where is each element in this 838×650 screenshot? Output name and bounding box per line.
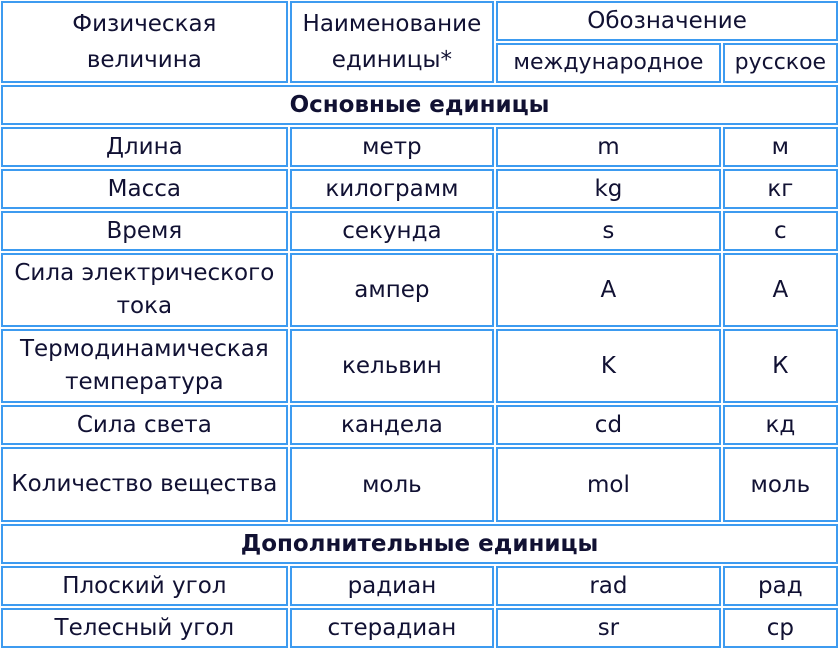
quantity-cell: Длина	[1, 127, 288, 167]
russian-symbol-cell: ср	[722, 608, 838, 648]
table-row: Количество вещества моль mol моль	[1, 447, 838, 522]
international-symbol-cell: K	[496, 329, 721, 403]
header-quantity: Физическая величина	[1, 1, 288, 83]
quantity-cell: Время	[1, 211, 288, 251]
russian-symbol-cell: К	[722, 329, 838, 403]
quantity-cell: Телесный угол	[1, 608, 288, 648]
header-unit-name: Наименование единицы*	[289, 1, 495, 83]
table-row: Сила электрического тока ампер A А	[1, 253, 838, 327]
table-row: Телесный угол стерадиан sr ср	[1, 608, 838, 648]
unit-name-cell: стерадиан	[289, 608, 495, 648]
international-symbol-cell: A	[496, 253, 721, 327]
table-row: Сила света кандела cd кд	[1, 405, 838, 445]
table-row: Термодинамическая температура кельвин K К	[1, 329, 838, 403]
table-row: Длина метр m м	[1, 127, 838, 167]
unit-name-cell: килограмм	[289, 169, 495, 209]
table-row: Плоский угол радиан rad рад	[1, 566, 838, 606]
quantity-cell: Термодинамическая температура	[1, 329, 288, 403]
international-symbol-cell: m	[496, 127, 721, 167]
quantity-cell: Сила электрического тока	[1, 253, 288, 327]
unit-name-cell: секунда	[289, 211, 495, 251]
quantity-cell: Сила света	[1, 405, 288, 445]
header-international: международное	[496, 43, 721, 83]
unit-name-cell: моль	[289, 447, 495, 522]
quantity-cell: Масса	[1, 169, 288, 209]
quantity-cell: Количество вещества	[1, 447, 288, 522]
russian-symbol-cell: кг	[722, 169, 838, 209]
russian-symbol-cell: А	[722, 253, 838, 327]
unit-name-cell: ампер	[289, 253, 495, 327]
russian-symbol-cell: м	[722, 127, 838, 167]
table-row: Масса килограмм kg кг	[1, 169, 838, 209]
international-symbol-cell: cd	[496, 405, 721, 445]
section-header: Дополнительные единицы	[1, 524, 838, 564]
section-header: Основные единицы	[1, 85, 838, 125]
header-russian: русское	[722, 43, 838, 83]
russian-symbol-cell: рад	[722, 566, 838, 606]
russian-symbol-cell: с	[722, 211, 838, 251]
international-symbol-cell: kg	[496, 169, 721, 209]
table-row: Время секунда s с	[1, 211, 838, 251]
international-symbol-cell: sr	[496, 608, 721, 648]
quantity-cell: Плоский угол	[1, 566, 288, 606]
unit-name-cell: метр	[289, 127, 495, 167]
unit-name-cell: кандела	[289, 405, 495, 445]
header-designation: Обозначение	[496, 1, 838, 41]
unit-name-cell: кельвин	[289, 329, 495, 403]
russian-symbol-cell: моль	[722, 447, 838, 522]
russian-symbol-cell: кд	[722, 405, 838, 445]
international-symbol-cell: rad	[496, 566, 721, 606]
international-symbol-cell: mol	[496, 447, 721, 522]
international-symbol-cell: s	[496, 211, 721, 251]
unit-name-cell: радиан	[289, 566, 495, 606]
